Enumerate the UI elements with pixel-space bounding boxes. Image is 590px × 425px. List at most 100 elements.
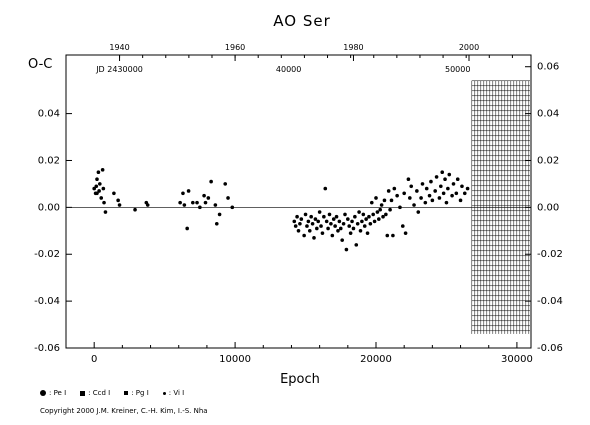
data-point	[226, 196, 230, 200]
year-tick-label: 1940	[109, 43, 129, 52]
data-point	[362, 224, 367, 228]
data-point	[133, 207, 137, 212]
legend-label: : Vi I	[168, 389, 185, 397]
legend-item: : Pe I	[40, 389, 66, 397]
data-point	[145, 203, 150, 207]
data-point	[385, 233, 390, 238]
x-axis-label: Epoch	[280, 372, 320, 387]
data-point	[408, 196, 412, 200]
data-point	[213, 203, 218, 207]
data-point	[322, 214, 326, 219]
data-point	[327, 212, 332, 217]
data-point	[198, 205, 202, 210]
data-point	[309, 214, 313, 219]
data-point	[415, 189, 419, 193]
data-point	[296, 229, 301, 233]
right-tick-label: -0.02	[537, 249, 563, 260]
data-point	[439, 184, 443, 189]
year-tick-label: 1960	[225, 43, 245, 52]
x-tick-label: 20000	[360, 354, 392, 365]
data-point	[451, 182, 456, 186]
data-point	[103, 210, 108, 214]
data-point	[344, 247, 349, 252]
data-point	[389, 198, 394, 203]
data-point	[316, 219, 321, 224]
data-point	[319, 224, 323, 228]
data-point	[427, 193, 432, 198]
data-point	[340, 238, 344, 242]
data-point	[348, 231, 353, 235]
data-point	[209, 179, 213, 184]
small-dot-marker	[162, 391, 166, 395]
data-point	[191, 200, 195, 205]
year-tick-label: 2000	[459, 43, 479, 52]
data-point	[203, 200, 208, 205]
data-point	[446, 186, 450, 191]
data-point	[94, 184, 99, 189]
data-point	[440, 170, 445, 174]
data-point	[206, 196, 211, 200]
legend-item: : Ccd I	[80, 389, 110, 397]
jd-label: 40000	[276, 65, 301, 74]
right-tick-label: 0.06	[537, 62, 559, 73]
y-tick-label: 0.04	[38, 109, 60, 120]
data-point	[299, 217, 304, 221]
data-point	[395, 193, 399, 198]
data-point	[372, 219, 377, 224]
data-point	[97, 189, 101, 193]
legend-item: : Vi I	[162, 389, 185, 397]
big-dot-marker	[40, 390, 46, 396]
data-point	[298, 221, 302, 226]
jd-label: JD 2430000	[95, 65, 143, 74]
data-point	[437, 196, 442, 200]
data-point	[367, 214, 371, 219]
legend-item: : Pg I	[124, 389, 149, 397]
data-point	[371, 212, 375, 217]
data-point	[334, 214, 339, 219]
data-point	[388, 207, 392, 212]
y-tick-label: 0.02	[38, 155, 60, 166]
data-point	[343, 212, 347, 217]
data-point	[444, 200, 449, 205]
data-point	[379, 203, 384, 207]
data-point	[386, 189, 391, 193]
data-point	[433, 189, 437, 193]
data-point	[305, 224, 309, 228]
data-point	[185, 226, 189, 231]
data-point	[357, 210, 361, 214]
y-tick-label: -0.06	[34, 343, 60, 354]
data-point	[223, 182, 228, 186]
data-point	[112, 191, 116, 196]
data-point	[369, 200, 374, 205]
legend-label: : Pg I	[131, 389, 149, 397]
data-point	[409, 184, 414, 189]
data-point	[384, 212, 388, 217]
plot-frame	[65, 54, 532, 349]
data-point	[92, 186, 96, 191]
data-point	[341, 221, 346, 226]
right-tick-label: -0.06	[537, 343, 563, 354]
data-point	[378, 207, 383, 212]
data-point	[447, 172, 452, 177]
data-point	[310, 221, 315, 226]
jd-label: 50000	[445, 65, 470, 74]
data-point	[302, 233, 306, 238]
data-point	[365, 231, 370, 235]
data-point	[306, 219, 311, 224]
data-point	[317, 210, 322, 214]
data-point	[303, 212, 308, 217]
data-point	[217, 212, 222, 217]
data-point	[434, 175, 439, 179]
data-point	[364, 217, 368, 221]
right-tick-label: 0.02	[537, 155, 559, 166]
data-point	[419, 196, 423, 200]
data-point	[102, 200, 106, 205]
data-point	[361, 212, 366, 217]
data-point	[195, 200, 199, 205]
data-point	[351, 226, 356, 231]
data-point	[429, 179, 433, 184]
data-point	[336, 229, 340, 233]
data-point	[230, 205, 235, 210]
data-point	[307, 229, 312, 233]
